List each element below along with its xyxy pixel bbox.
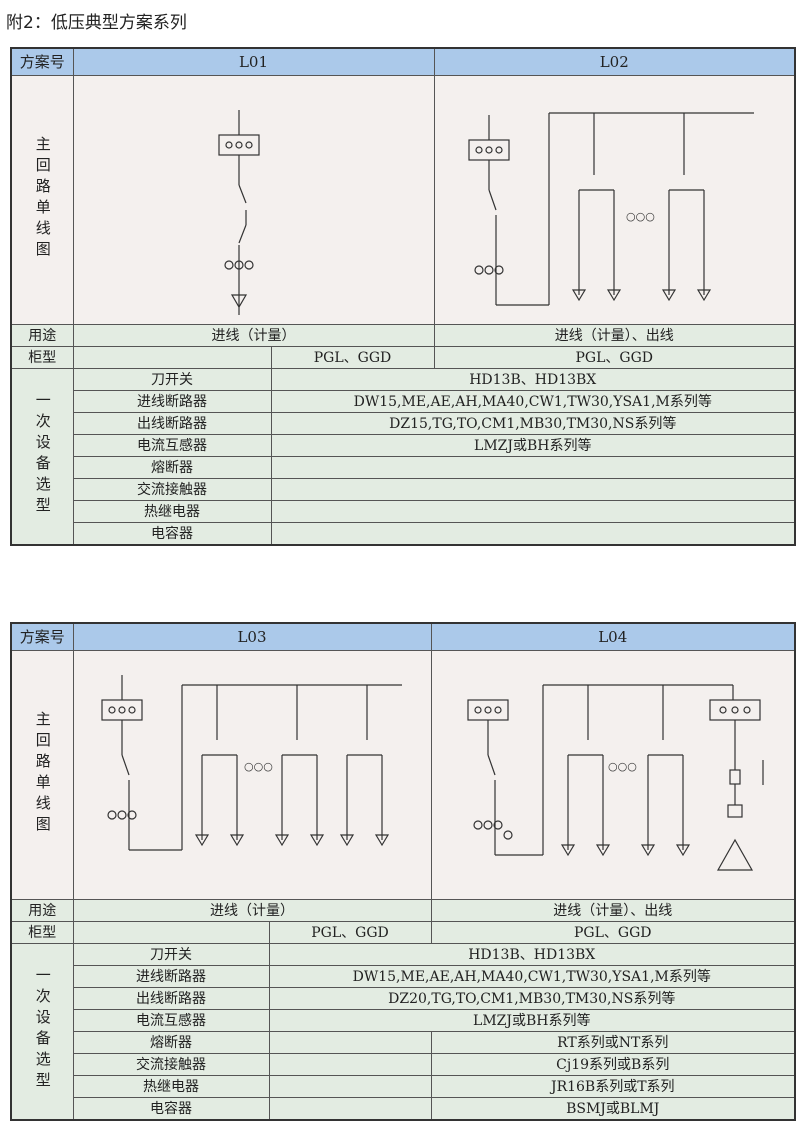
equip-value: DZ15,TG,TO,CM1,MB30,TM30,NS系列等 xyxy=(270,412,796,435)
scheme-table-2: 方案号 L03 L04 主回路单线图 ○○○ xyxy=(10,622,796,1121)
diagram-l01 xyxy=(72,75,435,325)
cabinet-l02: PGL、GGD xyxy=(433,346,796,369)
equipment-label: 一次设备选型 xyxy=(33,967,52,1093)
equip-name: 交流接触器 xyxy=(72,478,272,501)
page-title: 附2：低压典型方案系列 xyxy=(6,13,187,33)
scheme-l01: L01 xyxy=(72,47,435,76)
equip-value: DW15,ME,AE,AH,MA40,CW1,TW30,YSA1,M系列等 xyxy=(268,965,796,988)
equip-value: LMZJ或BH系列等 xyxy=(270,434,796,457)
svg-text:○○○: ○○○ xyxy=(626,210,655,223)
scheme-no-label: 方案号 xyxy=(10,622,74,651)
equip-value: HD13B、HD13BX xyxy=(268,943,796,966)
equip-name: 熔断器 xyxy=(72,456,272,479)
equip-name: 电流互感器 xyxy=(72,1009,270,1032)
single-line-diagram-l04: ○○○ xyxy=(467,684,764,871)
diagram-l03: ○○○ xyxy=(72,650,432,900)
equipment-label: 一次设备选型 xyxy=(33,392,52,518)
purpose-l01: 进线（计量） xyxy=(72,324,435,347)
equip-name: 电容器 xyxy=(72,1097,270,1121)
equip-value: DZ20,TG,TO,CM1,MB30,TM30,NS系列等 xyxy=(268,987,796,1010)
scheme-no-label: 方案号 xyxy=(10,47,74,76)
purpose-label: 用途 xyxy=(10,324,74,347)
scheme-l03: L03 xyxy=(72,622,432,651)
single-line-diagram-l02: ○○○ xyxy=(468,112,755,306)
diagram-label: 主回路单线图 xyxy=(33,135,52,262)
equip-value: HD13B、HD13BX xyxy=(270,368,796,391)
equip-name: 刀开关 xyxy=(72,943,270,966)
purpose-l04: 进线（计量）、出线 xyxy=(430,899,796,922)
cabinet-l04: PGL、GGD xyxy=(430,921,796,944)
cabinet-label: 柜型 xyxy=(10,346,74,369)
equip-value: LMZJ或BH系列等 xyxy=(268,1009,796,1032)
scheme-l02: L02 xyxy=(433,47,796,76)
equip-value-l04: BSMJ或BLMJ xyxy=(430,1097,796,1121)
equip-name: 出线断路器 xyxy=(72,412,272,435)
equip-name: 热继电器 xyxy=(72,500,272,523)
equip-name: 熔断器 xyxy=(72,1031,270,1054)
diagram-l02: ○○○ xyxy=(433,75,796,325)
cabinet-label: 柜型 xyxy=(10,921,74,944)
equip-name: 进线断路器 xyxy=(72,965,270,988)
diagram-label: 主回路单线图 xyxy=(33,710,52,837)
equip-value-l04: JR16B系列或T系列 xyxy=(430,1075,796,1098)
scheme-l04: L04 xyxy=(430,622,796,651)
equip-name: 电容器 xyxy=(72,522,272,546)
single-line-diagram-l03: ○○○ xyxy=(101,675,402,851)
equip-value-l04: Cj19系列或B系列 xyxy=(430,1053,796,1076)
cabinet-l01: PGL、GGD xyxy=(270,346,435,369)
equip-name: 交流接触器 xyxy=(72,1053,270,1076)
equip-value-l04: RT系列或NT系列 xyxy=(430,1031,796,1054)
equip-name: 刀开关 xyxy=(72,368,272,391)
equip-name: 进线断路器 xyxy=(72,390,272,413)
equip-name: 热继电器 xyxy=(72,1075,270,1098)
single-line-diagram-l01 xyxy=(217,110,260,315)
equip-name: 电流互感器 xyxy=(72,434,272,457)
purpose-label: 用途 xyxy=(10,899,74,922)
svg-text:○○○: ○○○ xyxy=(608,760,637,773)
purpose-l02: 进线（计量）、出线 xyxy=(433,324,796,347)
equip-name: 出线断路器 xyxy=(72,987,270,1010)
equip-value: DW15,ME,AE,AH,MA40,CW1,TW30,YSA1,M系列等 xyxy=(270,390,796,413)
purpose-l03: 进线（计量） xyxy=(72,899,432,922)
cabinet-l03: PGL、GGD xyxy=(268,921,432,944)
svg-text:○○○: ○○○ xyxy=(244,760,273,773)
scheme-table-1: 方案号 L01 L02 主回路单线图 ○○○ xyxy=(10,47,796,546)
diagram-l04: ○○○ xyxy=(430,650,796,900)
